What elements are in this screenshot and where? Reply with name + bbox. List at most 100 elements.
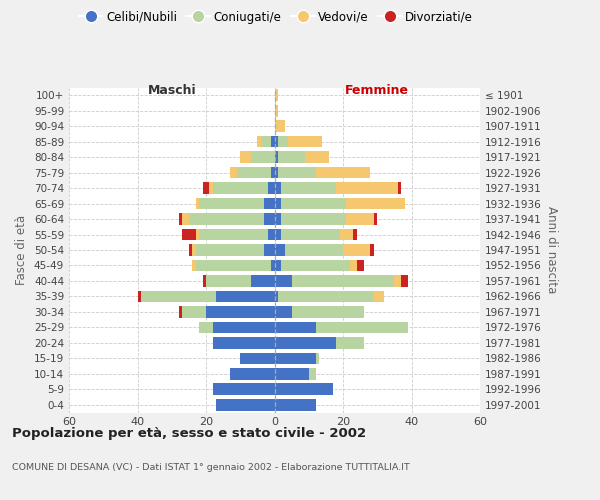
Bar [336, 182, 398, 194]
Bar [213, 182, 268, 194]
Y-axis label: Fasce di età: Fasce di età [16, 215, 28, 285]
Bar [237, 167, 271, 178]
Bar [275, 306, 292, 318]
Bar [199, 322, 213, 333]
Bar [305, 152, 329, 163]
Bar [316, 322, 408, 333]
Bar [209, 182, 213, 194]
Bar [179, 306, 182, 318]
Bar [275, 90, 278, 101]
Bar [199, 198, 264, 209]
Bar [281, 213, 346, 225]
Bar [275, 120, 285, 132]
Bar [278, 167, 316, 178]
Bar [275, 244, 285, 256]
Bar [189, 213, 264, 225]
Bar [189, 244, 193, 256]
Bar [346, 213, 374, 225]
Text: Femmine: Femmine [345, 84, 409, 98]
Bar [206, 275, 251, 287]
Bar [182, 306, 206, 318]
Bar [182, 213, 189, 225]
Bar [278, 290, 374, 302]
Bar [137, 290, 141, 302]
Bar [196, 228, 199, 240]
Bar [275, 337, 336, 348]
Bar [316, 167, 370, 178]
Bar [275, 167, 278, 178]
Y-axis label: Anni di nascita: Anni di nascita [545, 206, 558, 294]
Bar [261, 136, 271, 147]
Bar [316, 352, 319, 364]
Bar [281, 182, 336, 194]
Bar [353, 228, 356, 240]
Bar [275, 213, 281, 225]
Bar [374, 213, 377, 225]
Bar [356, 260, 364, 272]
Bar [398, 182, 401, 194]
Bar [264, 198, 275, 209]
Bar [213, 384, 275, 395]
Bar [196, 198, 199, 209]
Text: Maschi: Maschi [148, 84, 196, 98]
Bar [179, 213, 182, 225]
Bar [275, 290, 278, 302]
Bar [203, 182, 209, 194]
Legend: Celibi/Nubili, Coniugati/e, Vedovi/e, Divorziati/e: Celibi/Nubili, Coniugati/e, Vedovi/e, Di… [74, 6, 478, 28]
Bar [401, 275, 408, 287]
Bar [309, 368, 316, 380]
Bar [275, 105, 278, 117]
Text: COMUNE DI DESANA (VC) - Dati ISTAT 1° gennaio 2002 - Elaborazione TUTTITALIA.IT: COMUNE DI DESANA (VC) - Dati ISTAT 1° ge… [12, 462, 410, 471]
Bar [213, 322, 275, 333]
Bar [230, 368, 275, 380]
Bar [213, 337, 275, 348]
Bar [251, 275, 275, 287]
Bar [275, 399, 316, 410]
Bar [285, 244, 343, 256]
Bar [281, 198, 346, 209]
Bar [271, 167, 275, 178]
Bar [257, 136, 261, 147]
Bar [230, 167, 237, 178]
Bar [196, 244, 264, 256]
Bar [275, 352, 316, 364]
Bar [275, 198, 281, 209]
Bar [370, 244, 374, 256]
Bar [275, 182, 281, 194]
Bar [268, 182, 275, 194]
Bar [264, 213, 275, 225]
Bar [196, 260, 271, 272]
Bar [340, 228, 353, 240]
Bar [374, 290, 384, 302]
Bar [268, 228, 275, 240]
Bar [193, 260, 196, 272]
Bar [275, 322, 316, 333]
Bar [240, 152, 251, 163]
Bar [275, 384, 333, 395]
Text: Popolazione per età, sesso e stato civile - 2002: Popolazione per età, sesso e stato civil… [12, 428, 366, 440]
Bar [203, 275, 206, 287]
Bar [275, 136, 278, 147]
Bar [193, 244, 196, 256]
Bar [182, 228, 196, 240]
Bar [216, 399, 275, 410]
Bar [264, 244, 275, 256]
Bar [281, 260, 350, 272]
Bar [292, 306, 364, 318]
Bar [216, 290, 275, 302]
Bar [275, 368, 309, 380]
Bar [288, 136, 322, 147]
Bar [275, 228, 281, 240]
Bar [350, 260, 357, 272]
Bar [278, 136, 288, 147]
Bar [343, 244, 370, 256]
Bar [394, 275, 401, 287]
Bar [275, 152, 278, 163]
Bar [199, 228, 268, 240]
Bar [271, 260, 275, 272]
Bar [292, 275, 394, 287]
Bar [346, 198, 404, 209]
Bar [336, 337, 364, 348]
Bar [206, 306, 275, 318]
Bar [275, 275, 292, 287]
